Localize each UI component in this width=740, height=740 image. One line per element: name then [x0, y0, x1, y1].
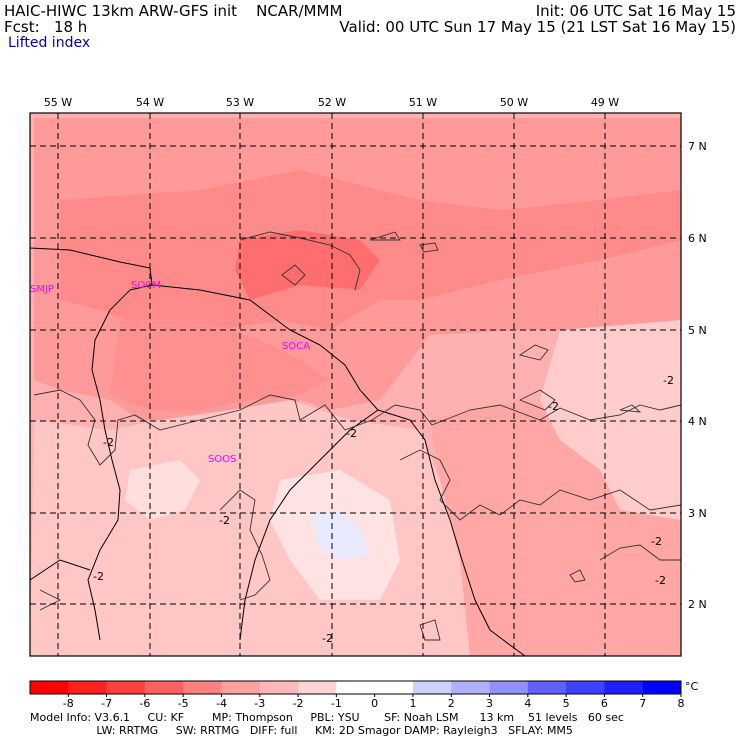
colorbar-swatch: [68, 681, 108, 694]
forecast-hour: Fcst: 18 h: [4, 18, 88, 36]
longitude-labels: 55 W 54 W 53 W 52 W 51 W 50 W 49 W: [44, 96, 619, 109]
colorbar-swatch: [298, 681, 337, 694]
station-labels: SMJP SOCM SOCA SOOS: [30, 280, 310, 465]
lon-label: 50 W: [500, 96, 528, 109]
colorbar-swatch: [604, 681, 644, 694]
colorbar-tick-label: 0: [371, 697, 378, 710]
colorbar-swatch: [144, 681, 184, 694]
contour-label: -2: [663, 374, 674, 387]
colorbar-tick-label: 3: [486, 697, 493, 710]
colorbar-swatch: [566, 681, 605, 694]
lon-label: 53 W: [226, 96, 254, 109]
colorbar-border: [29, 680, 682, 695]
variable-name: Lifted index: [8, 35, 91, 51]
contour-label: -2: [548, 400, 559, 413]
station-label: SMJP: [30, 284, 54, 295]
colorbar-tick-label: -4: [216, 697, 227, 710]
contour-label: -2: [322, 632, 333, 645]
station-label: SOCA: [282, 341, 310, 352]
lat-label: 6 N: [688, 232, 707, 245]
colorbar-swatch: [412, 681, 452, 694]
lat-label: 3 N: [688, 507, 707, 520]
map-frame: [29, 112, 682, 657]
colorbar-tick-label: 1: [409, 697, 416, 710]
model-info-line1: Model Info: V3.6.1 CU: KF MP: Thompson P…: [30, 711, 624, 724]
lon-label: 49 W: [591, 96, 619, 109]
colorbar-swatch: [30, 681, 69, 694]
contour-labels: -2 -2 -2 -2 -2 -2 -2 -2 -2: [93, 374, 674, 645]
lon-label: 54 W: [136, 96, 164, 109]
colorbar-tick-label: 2: [448, 697, 455, 710]
colorbar-unit: °C: [685, 680, 699, 693]
contour-label: -2: [93, 570, 104, 583]
contour-label: -2: [655, 574, 666, 587]
station-label: SOOS: [208, 454, 236, 465]
colorbar-tick-label: 4: [524, 697, 531, 710]
colorbar-tick-label: -8: [63, 697, 74, 710]
colorbar-tick-label: -1: [331, 697, 342, 710]
station-label: SOCM: [131, 280, 161, 291]
colorbar-swatch: [259, 681, 299, 694]
colorbar-swatch: [374, 681, 414, 694]
colorbar-swatch: [183, 681, 222, 694]
model-title: HAIC-HIWC 13km ARW-GFS init NCAR/MMM: [4, 2, 343, 20]
lat-label: 5 N: [688, 324, 707, 337]
model-info-line2: LW: RRTMG SW: RRTMG DIFF: full KM: 2D Sm…: [30, 724, 573, 737]
lon-label: 55 W: [44, 96, 72, 109]
shaded-regions: [30, 118, 681, 656]
colorbar-tick-label: -5: [178, 697, 189, 710]
colorbar-tick-label: -6: [139, 697, 150, 710]
contour-label: -2: [651, 535, 662, 548]
lon-label: 51 W: [409, 96, 437, 109]
valid-time: Valid: 00 UTC Sun 17 May 15 (21 LST Sat …: [339, 18, 736, 36]
colorbar-tick-label: 7: [639, 697, 646, 710]
contour-label: -2: [103, 436, 114, 449]
lat-lon-grid: [30, 113, 681, 656]
colorbar-swatch: [489, 681, 529, 694]
colorbar-tick-label: -3: [254, 697, 265, 710]
colorbar-tick-label: 6: [601, 697, 608, 710]
colorbar-swatch: [106, 681, 146, 694]
colorbar-tick-label: 5: [563, 697, 570, 710]
latitude-labels: 7 N 6 N 5 N 4 N 3 N 2 N: [688, 140, 707, 611]
contours: [33, 231, 682, 641]
lat-label: 2 N: [688, 598, 707, 611]
colorbar-swatch: [527, 681, 567, 694]
lat-label: 7 N: [688, 140, 707, 153]
lon-label: 52 W: [318, 96, 346, 109]
colorbar-tick-label: -2: [293, 697, 304, 710]
init-time: Init: 06 UTC Sat 16 May 15: [535, 2, 736, 20]
contour-label: -2: [346, 427, 357, 440]
colorbar-swatch: [642, 681, 682, 694]
lat-label: 4 N: [688, 415, 707, 428]
boundaries: [29, 247, 526, 657]
colorbar-tick-label: -7: [101, 697, 112, 710]
colorbar-swatch: [221, 681, 261, 694]
colorbar-swatch: [336, 681, 376, 694]
colorbar: -8 -7 -6 -5 -4 -3 -2 -1 0 1 2 3 4 5 6 7 8°C: [29, 680, 699, 710]
colorbar-tick-label: 8: [678, 697, 685, 710]
contour-label: -2: [219, 514, 230, 527]
colorbar-swatch: [451, 681, 491, 694]
